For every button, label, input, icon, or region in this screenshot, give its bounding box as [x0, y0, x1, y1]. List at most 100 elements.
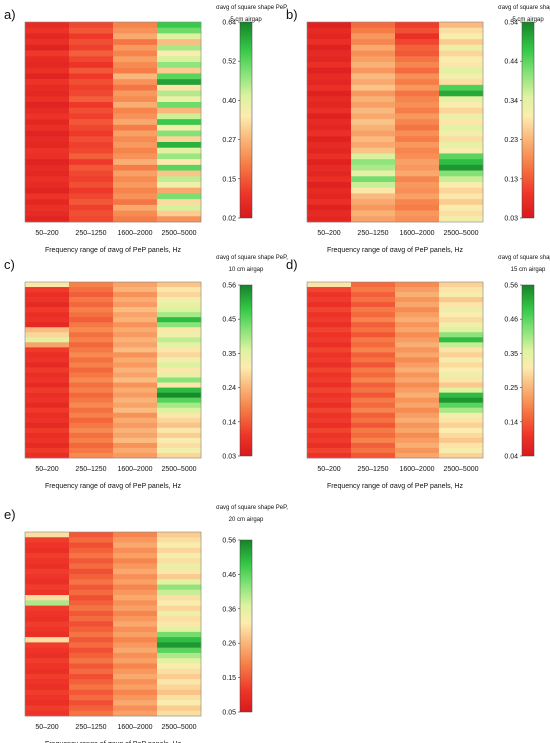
heatmap-cell [113, 102, 158, 109]
heatmap-cell [69, 67, 114, 74]
colorbar-tick-label: 0.23 [504, 137, 518, 144]
heatmap-cell [113, 397, 158, 403]
heatmap-cell [69, 352, 114, 358]
colorbar-tick-label: 0.15 [222, 176, 236, 183]
heatmap-cell [157, 710, 202, 717]
x-tick-label: 250–1250 [75, 466, 106, 473]
heatmap-cell [351, 402, 396, 409]
heatmap-cell [157, 658, 202, 664]
heatmap-cell [69, 142, 114, 149]
heatmap-cell [25, 312, 70, 318]
heatmap-cell [395, 73, 440, 80]
heatmap-cell [395, 50, 440, 57]
heatmap-cell [307, 337, 352, 343]
heatmap-cell [69, 302, 114, 308]
heatmap-cell [25, 367, 70, 373]
heatmap-cell [439, 79, 484, 86]
colorbar [521, 284, 535, 457]
colorbar-title: σavg of square shape PeP, [216, 255, 288, 261]
heatmap-cell [25, 170, 70, 177]
heatmap-cell [157, 621, 202, 627]
heatmap-cell [157, 537, 202, 543]
x-axis-label: Frequency range of σavg of PeP panels, H… [45, 247, 182, 254]
heatmap-cell [25, 124, 70, 131]
heatmap-cell [439, 107, 484, 114]
colorbar-tick-label: 0.03 [222, 454, 236, 461]
heatmap-cell [69, 417, 114, 424]
heatmap-cell [113, 407, 158, 414]
heatmap-cell [113, 297, 158, 303]
heatmap-cell [395, 136, 440, 143]
heatmap-cell [307, 210, 352, 217]
heatmap-cell [351, 119, 396, 126]
heatmap-cell [157, 700, 202, 706]
heatmap-cell [157, 113, 202, 120]
heatmap-cell [157, 187, 202, 194]
heatmap-cell [439, 62, 484, 69]
heatmap-cell [351, 412, 396, 419]
heatmap-cell [395, 292, 440, 298]
heatmap-cell [113, 684, 158, 691]
heatmap-cells [25, 532, 202, 717]
heatmap-cell [307, 56, 352, 63]
colorbar-tick-label: 0.35 [222, 351, 236, 358]
heatmap-cell [439, 297, 484, 303]
heatmap-cell [25, 142, 70, 149]
heatmap-cell [351, 164, 396, 171]
heatmap-cell [157, 352, 202, 358]
heatmap-cell [113, 437, 158, 444]
heatmap-cell [395, 170, 440, 177]
colorbar-title: σavg of square shape PeP, [216, 505, 288, 511]
heatmap-cell [439, 447, 484, 454]
heatmap-cell [351, 347, 396, 353]
heatmap-cell [439, 437, 484, 444]
heatmap-cell [351, 27, 396, 34]
heatmap-cell [69, 558, 114, 564]
heatmap-cell [69, 119, 114, 126]
heatmap-cell [25, 90, 70, 97]
heatmap-cell [69, 367, 114, 373]
heatmap-cell [307, 312, 352, 318]
heatmap-cell [69, 579, 114, 585]
heatmap-cell [113, 584, 158, 591]
heatmap-cell [395, 159, 440, 166]
heatmap-cell [25, 626, 70, 633]
heatmap-cell [395, 412, 440, 419]
heatmap-cell [157, 50, 202, 57]
heatmap-cell [113, 605, 158, 612]
heatmap-cell [307, 113, 352, 120]
heatmap-cell [439, 322, 484, 328]
heatmap-cell [157, 322, 202, 328]
heatmap-cell [25, 67, 70, 74]
heatmap-cell [307, 357, 352, 363]
heatmap-cell [351, 442, 396, 449]
heatmap-cell [395, 367, 440, 373]
heatmap-cell [395, 56, 440, 63]
heatmap-cell [439, 372, 484, 378]
heatmap-cell [113, 372, 158, 378]
heatmap-panel-c: c) 50–200 250–1250 1600–2000 2500–5000 Freque… [4, 255, 288, 490]
heatmap-cell [307, 397, 352, 403]
heatmap-cell [157, 558, 202, 564]
heatmap-cell [157, 387, 202, 393]
heatmap-cell [307, 332, 352, 338]
heatmap-cell [113, 537, 158, 543]
heatmap-cell [395, 193, 440, 200]
heatmap-cell [69, 84, 114, 91]
heatmap-cell [113, 282, 158, 288]
heatmap-cell [157, 437, 202, 444]
heatmap-cell [25, 372, 70, 378]
heatmap-cell [157, 673, 202, 680]
heatmap-cell [25, 302, 70, 308]
heatmap-cell [307, 159, 352, 166]
heatmap-cell [395, 204, 440, 211]
heatmap-cell [25, 647, 70, 654]
heatmap-cell [157, 67, 202, 74]
heatmap-cell [25, 668, 70, 675]
heatmap-cell [113, 357, 158, 363]
heatmap-cell [157, 302, 202, 308]
heatmap-cell [439, 337, 484, 343]
heatmap-cell [157, 107, 202, 114]
heatmap-cell [351, 367, 396, 373]
heatmap-cell [439, 387, 484, 393]
